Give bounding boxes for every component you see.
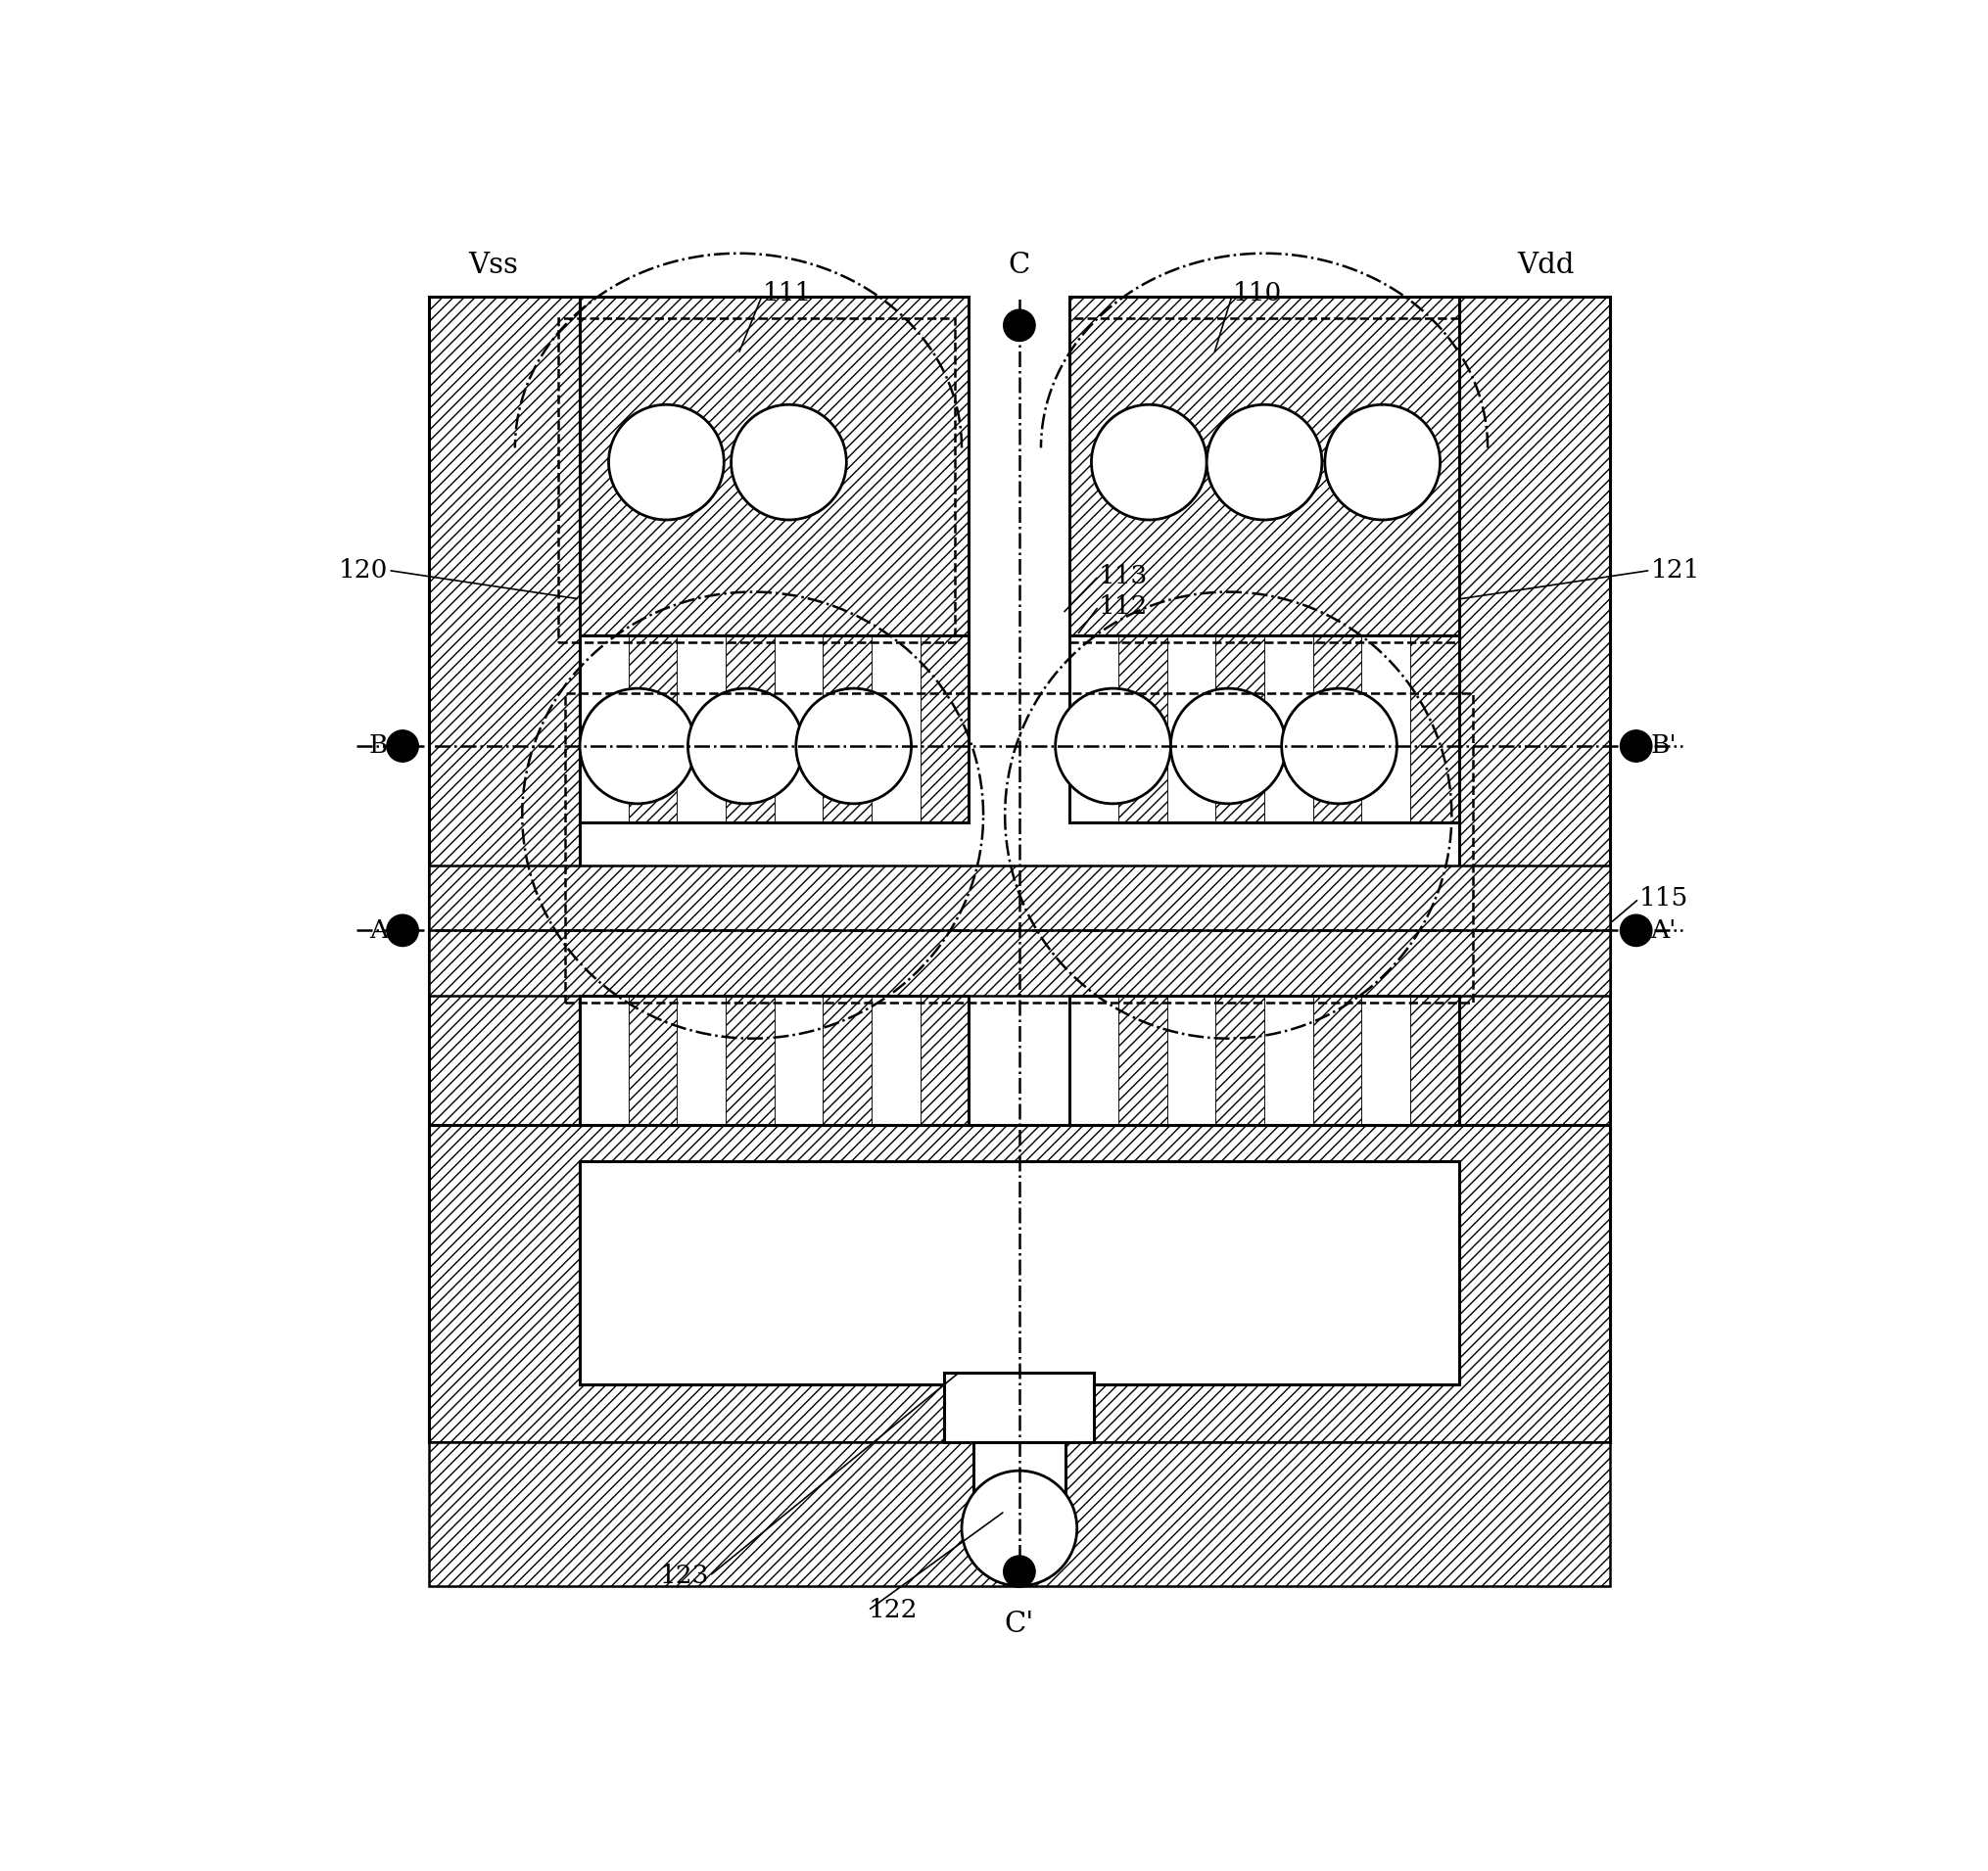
Bar xyxy=(676,634,726,823)
Circle shape xyxy=(1056,689,1171,805)
Bar xyxy=(972,1443,1066,1512)
Bar xyxy=(726,995,773,1124)
Circle shape xyxy=(1171,689,1286,805)
Bar xyxy=(427,866,1610,995)
Bar xyxy=(1312,995,1362,1124)
Text: C: C xyxy=(1008,253,1030,279)
Bar xyxy=(1070,634,1457,823)
Bar xyxy=(773,995,823,1124)
Text: 120: 120 xyxy=(338,558,388,582)
Circle shape xyxy=(688,689,803,805)
Circle shape xyxy=(1280,689,1396,805)
Bar xyxy=(1264,995,1312,1124)
Text: A: A xyxy=(370,919,388,943)
Circle shape xyxy=(1620,915,1652,947)
Bar xyxy=(559,318,954,642)
Bar xyxy=(1117,995,1167,1124)
Bar xyxy=(920,995,968,1124)
Bar xyxy=(1264,634,1312,823)
Circle shape xyxy=(795,689,911,805)
Circle shape xyxy=(962,1471,1076,1587)
Circle shape xyxy=(608,404,724,520)
Bar xyxy=(920,634,968,823)
Bar xyxy=(1070,634,1117,823)
Text: 115: 115 xyxy=(1638,887,1688,911)
Bar xyxy=(427,1124,1610,1443)
Bar xyxy=(773,634,823,823)
Bar xyxy=(1215,995,1264,1124)
Bar xyxy=(871,995,920,1124)
Bar xyxy=(871,634,920,823)
Bar xyxy=(580,995,628,1124)
Text: 110: 110 xyxy=(1233,281,1280,307)
Bar xyxy=(628,634,676,823)
Bar xyxy=(1070,995,1117,1124)
Bar xyxy=(427,1443,1610,1587)
Bar xyxy=(944,1373,1093,1443)
Circle shape xyxy=(386,730,417,761)
Circle shape xyxy=(386,915,417,947)
Circle shape xyxy=(732,404,847,520)
Bar xyxy=(580,995,968,1124)
Bar xyxy=(1167,634,1215,823)
Bar xyxy=(823,995,871,1124)
Text: 111: 111 xyxy=(763,281,811,307)
Text: C': C' xyxy=(1004,1611,1034,1637)
Text: 121: 121 xyxy=(1650,558,1700,582)
Circle shape xyxy=(1324,404,1439,520)
Bar xyxy=(565,692,1473,1003)
Circle shape xyxy=(1091,404,1207,520)
Bar xyxy=(1362,634,1409,823)
Text: 113: 113 xyxy=(1097,563,1147,587)
Text: B': B' xyxy=(1650,733,1676,758)
Text: 123: 123 xyxy=(660,1564,710,1588)
Text: A': A' xyxy=(1650,919,1676,943)
Bar xyxy=(823,634,871,823)
Text: Vdd: Vdd xyxy=(1517,253,1573,279)
Bar xyxy=(1070,995,1457,1124)
Circle shape xyxy=(580,689,694,805)
Circle shape xyxy=(1620,730,1652,761)
Circle shape xyxy=(1004,1555,1034,1587)
Text: B: B xyxy=(370,733,388,758)
Bar xyxy=(1409,634,1457,823)
Bar xyxy=(427,296,580,1443)
Bar xyxy=(580,296,968,634)
Bar xyxy=(580,634,968,823)
Bar xyxy=(1167,995,1215,1124)
Text: 122: 122 xyxy=(867,1598,916,1622)
Bar xyxy=(676,995,726,1124)
Bar xyxy=(1215,634,1264,823)
Text: 112: 112 xyxy=(1097,595,1147,619)
Bar xyxy=(1070,296,1457,634)
Bar xyxy=(1457,296,1610,1443)
Bar xyxy=(580,1160,1457,1385)
Bar xyxy=(1117,634,1167,823)
Bar xyxy=(1409,995,1457,1124)
Circle shape xyxy=(1004,309,1034,341)
Bar xyxy=(726,634,773,823)
Text: Vss: Vss xyxy=(469,253,519,279)
Circle shape xyxy=(1207,404,1322,520)
Bar xyxy=(628,995,676,1124)
Bar xyxy=(580,634,628,823)
Bar xyxy=(1070,318,1457,642)
Bar xyxy=(1312,634,1362,823)
Bar xyxy=(1362,995,1409,1124)
